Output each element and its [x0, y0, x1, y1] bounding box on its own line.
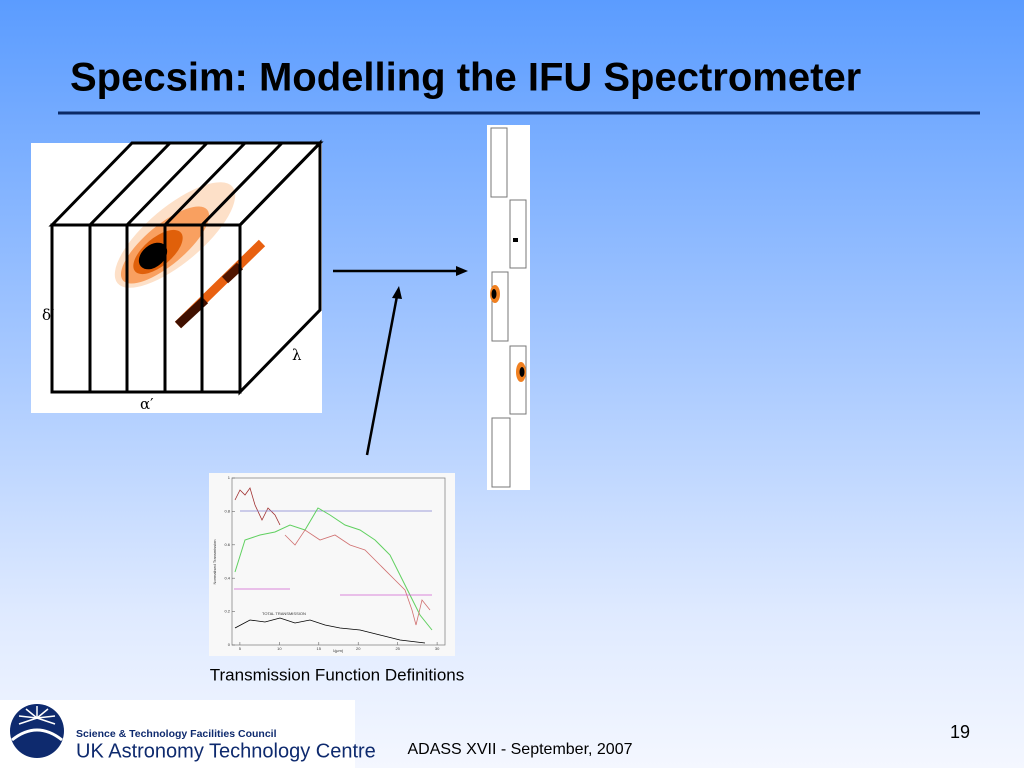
inset-x-tick-label: 20	[356, 646, 361, 651]
slit-images	[487, 125, 530, 490]
inset-x-tick-label: 5	[239, 646, 242, 651]
inset-caption: Transmission Function Definitions	[210, 665, 464, 684]
transmission-inset: TOTAL TRANSMISSION λ(μm) Normalised Tran…	[209, 473, 455, 656]
inset-x-tick-label: 10	[277, 646, 282, 651]
data-cube: δ′ α′ λ	[31, 139, 324, 413]
logo: Science & Technology Facilities Council …	[0, 700, 376, 768]
slide-title: Specsim: Modelling the IFU Spectrometer	[70, 56, 861, 100]
alpha-label: α′	[140, 395, 154, 413]
inset-y-label: Normalised Transmission	[212, 540, 217, 585]
arrows	[333, 266, 468, 456]
inset-x-tick-label: 30	[435, 646, 440, 651]
inset-x-tick-label: 25	[395, 646, 400, 651]
inset-total-label: TOTAL TRANSMISSION	[262, 611, 306, 616]
page-number: 19	[950, 722, 970, 742]
inset-y-tick-label: 1	[228, 475, 231, 480]
logo-centre: UK Astronomy Technology Centre	[76, 740, 376, 762]
inset-x-tick-label: 15	[317, 646, 322, 651]
inset-x-label: λ(μm)	[333, 648, 344, 653]
delta-label: δ′	[42, 306, 55, 324]
inset-y-tick-label: 0.2	[224, 609, 230, 614]
inset-y-tick-label: 0.6	[224, 542, 230, 547]
logo-council: Science & Technology Facilities Council	[76, 728, 277, 740]
lambda-label: λ	[292, 346, 302, 364]
inset-y-tick-label: 0	[228, 642, 231, 647]
footer: ADASS XVII - September, 2007	[407, 741, 632, 758]
inset-y-tick-label: 0.4	[224, 575, 230, 580]
inset-y-tick-label: 0.8	[224, 508, 230, 513]
